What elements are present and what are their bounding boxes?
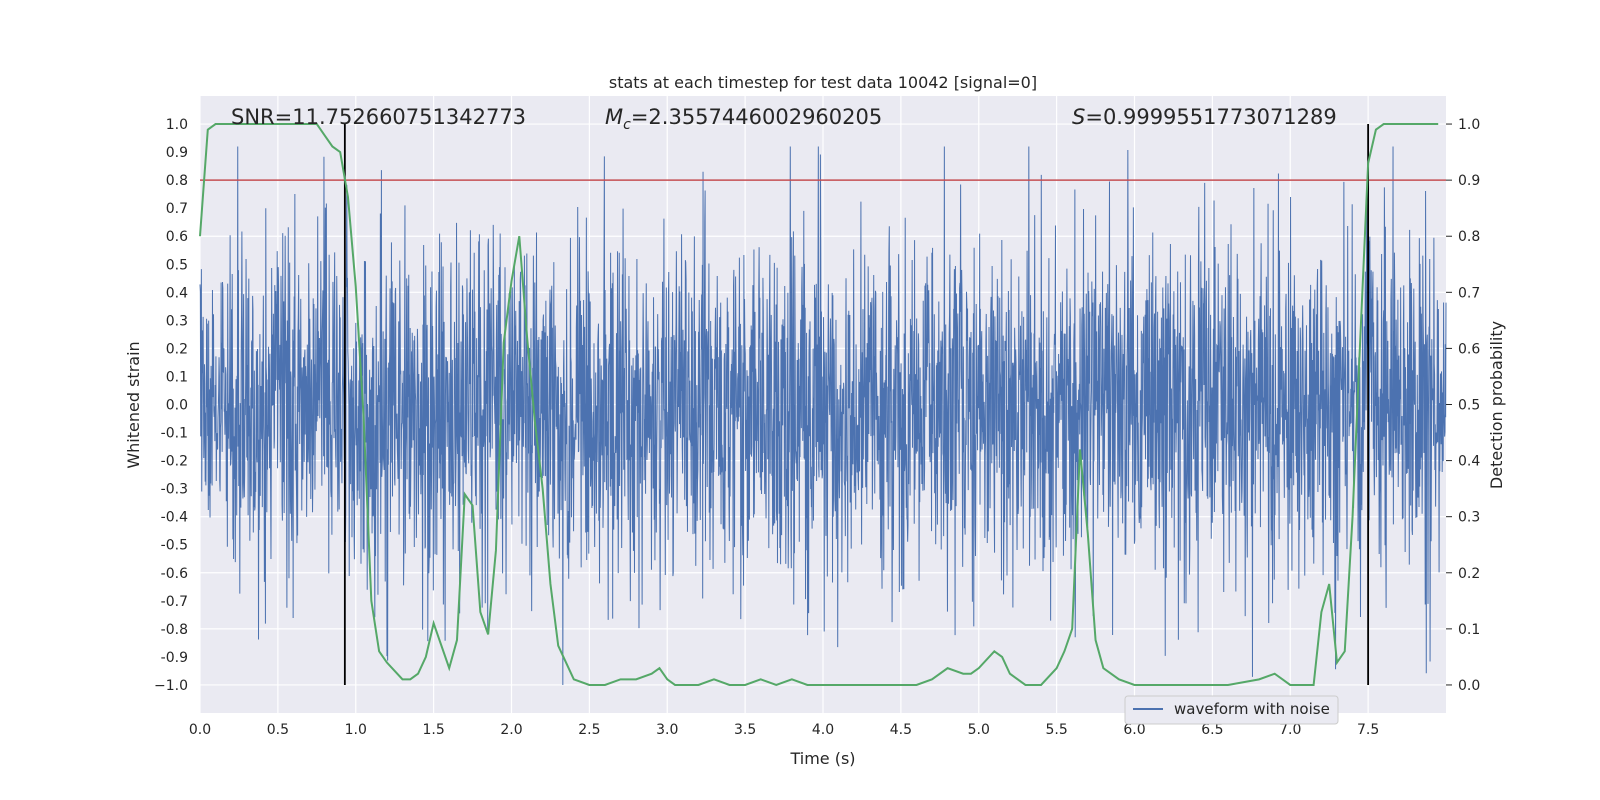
y-left-tick-label: -0.5: [161, 538, 188, 554]
x-tick-label: 6.0: [1123, 722, 1145, 738]
x-tick-label: 2.5: [578, 722, 600, 738]
y-left-tick-label: 0.9: [166, 145, 188, 161]
x-tick-label: 6.5: [1201, 722, 1223, 738]
y-left-tick-label: 0.0: [166, 398, 188, 414]
y-right-tick-label: 0.9: [1458, 173, 1480, 189]
x-tick-label: 3.5: [734, 722, 756, 738]
y-left-tick-label: -0.1: [161, 426, 188, 442]
chirp-mass-annotation: Mc=2.3557446002960205: [605, 105, 882, 133]
x-axis-ticks: 0.0 0.5 1.0 1.5 2.0 2.5 3.0 3.5 4.0 4.5 5.0 5.5 6.0 6…: [189, 722, 1379, 738]
y-left-tick-label: 0.2: [166, 341, 188, 357]
y-axis-right-ticks: 1.0 0.9 0.8 0.7 0.6 0.5 0.4 0.3 0.2 0.1 0.0: [1446, 117, 1480, 694]
detection-probability-series: [199, 123, 1439, 687]
y-left-tick-label: 0.8: [166, 173, 188, 189]
y-right-tick-label: 0.1: [1458, 622, 1480, 638]
x-tick-label: 7.5: [1357, 722, 1379, 738]
y-right-tick-label: 0.4: [1458, 454, 1480, 470]
y-left-tick-label: -0.7: [161, 594, 188, 610]
y-right-tick-label: 0.8: [1458, 229, 1480, 245]
y-left-tick-label: -0.6: [161, 566, 188, 582]
s-annotation: S=0.9999551773071289: [1072, 105, 1337, 129]
overlay-lines: [200, 124, 1446, 685]
snr-annotation: SNR=11.752660751342773: [231, 105, 526, 129]
y-right-tick-label: 0.6: [1458, 341, 1480, 357]
y-left-tick-label: 1.0: [166, 117, 188, 133]
y-right-tick-label: 0.7: [1458, 285, 1480, 301]
x-tick-label: 3.0: [656, 722, 678, 738]
x-tick-label: 7.0: [1279, 722, 1301, 738]
waveform-series: [199, 146, 1447, 685]
x-tick-label: 0.5: [267, 722, 289, 738]
y-right-tick-label: 0.3: [1458, 510, 1480, 526]
y-left-tick-label: -0.4: [161, 510, 188, 526]
x-axis-label: Time (s): [789, 749, 855, 768]
y-left-tick-label: 0.7: [166, 201, 188, 217]
chart-title: stats at each timestep for test data 100…: [609, 73, 1037, 92]
y-left-tick-label: 0.6: [166, 229, 188, 245]
y-axis-right-label: Detection probability: [1487, 321, 1506, 489]
y-left-tick-label: 0.4: [166, 285, 188, 301]
x-tick-label: 2.0: [500, 722, 522, 738]
y-left-tick-label: -0.2: [161, 454, 188, 470]
x-tick-label: 4.5: [890, 722, 912, 738]
legend-entry-waveform: waveform with noise: [1174, 700, 1330, 718]
y-right-tick-label: 0.0: [1458, 678, 1480, 694]
x-tick-label: 1.0: [345, 722, 367, 738]
y-axis-left-ticks: 1.0 0.9 0.8 0.7 0.6 0.5 0.4 0.3 0.2 0.1 0.0 -0.1 -0.…: [154, 117, 188, 694]
detection-probability-line: [199, 123, 1439, 687]
x-tick-label: 5.0: [968, 722, 990, 738]
y-left-tick-label: 0.5: [166, 257, 188, 273]
x-tick-label: 4.0: [812, 722, 834, 738]
y-left-tick-label: −1.0: [154, 678, 188, 694]
y-axis-left-label: Whitened strain: [124, 341, 143, 468]
y-left-tick-label: 0.3: [166, 313, 188, 329]
y-right-tick-label: 0.2: [1458, 566, 1480, 582]
y-left-tick-label: 0.1: [166, 369, 188, 385]
y-left-tick-label: -0.9: [161, 650, 188, 666]
y-right-tick-label: 0.5: [1458, 398, 1480, 414]
legend: waveform with noise: [1124, 695, 1339, 725]
y-right-tick-label: 1.0: [1458, 117, 1480, 133]
waveform-line: [199, 146, 1447, 685]
x-tick-label: 1.5: [422, 722, 444, 738]
x-tick-label: 5.5: [1045, 722, 1067, 738]
legend-box: [1124, 695, 1339, 725]
y-left-tick-label: -0.3: [161, 482, 188, 498]
y-left-tick-label: -0.8: [161, 622, 188, 638]
x-tick-label: 0.0: [189, 722, 211, 738]
